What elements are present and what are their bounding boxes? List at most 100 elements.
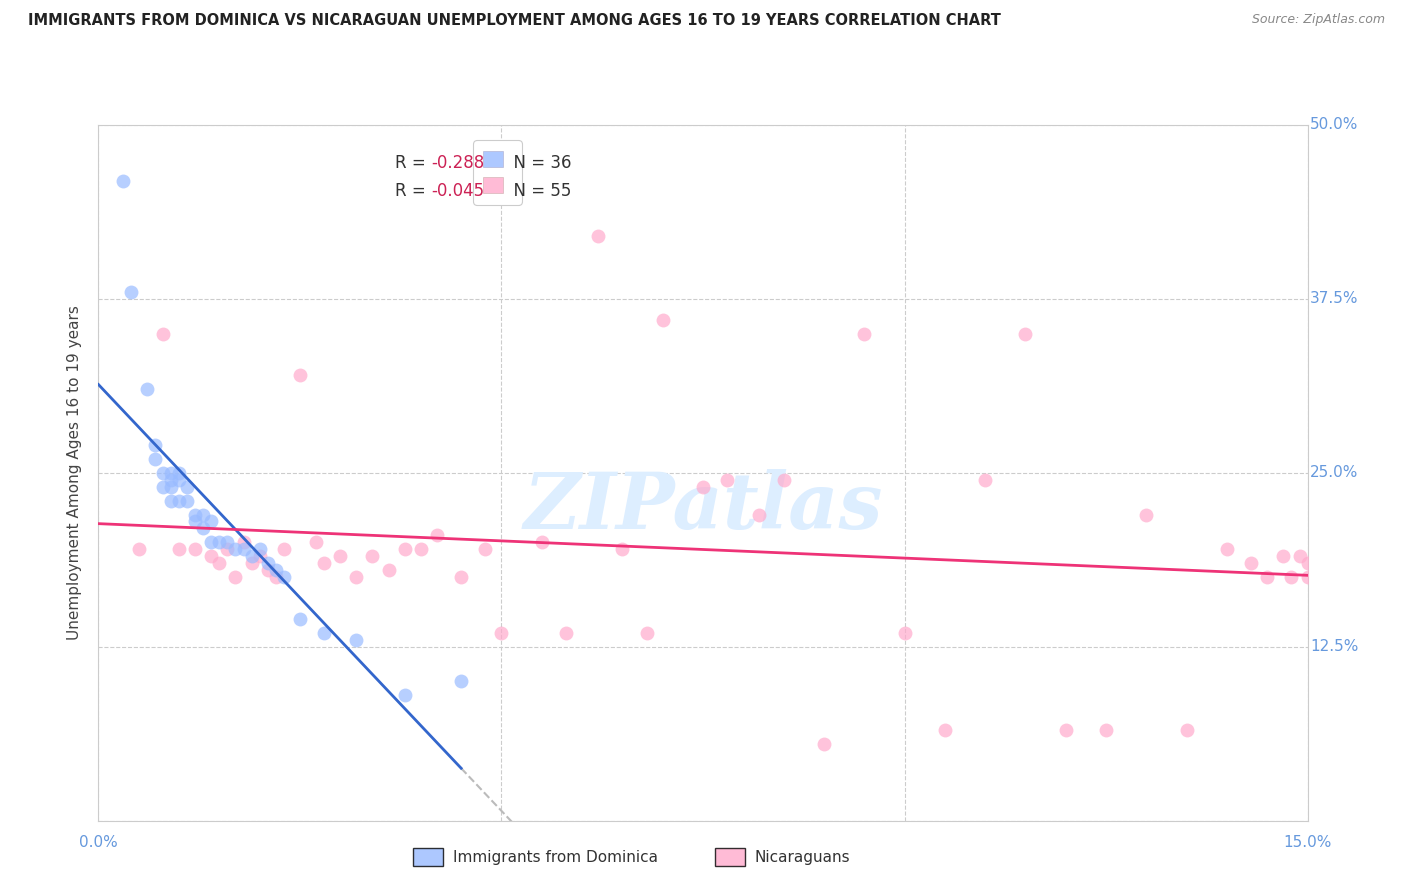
Point [167,542,190,557]
Point [450,674,472,689]
Point [128,542,150,557]
Point [160,466,183,480]
Point [256,563,278,577]
Point [160,480,183,494]
Point [934,723,956,738]
Text: -0.045: -0.045 [432,182,484,200]
Text: ZIPatlas: ZIPatlas [523,469,883,546]
Point [1014,326,1036,341]
Point [249,542,271,557]
Point [314,625,336,640]
Point [612,542,634,557]
Point [111,173,134,187]
Point [314,556,336,570]
Point [143,438,166,452]
Point [200,549,222,564]
Point [167,493,190,508]
Point [135,382,157,396]
Text: 12.5%: 12.5% [1310,640,1358,654]
Point [249,549,271,564]
FancyBboxPatch shape [413,848,443,866]
Point [1281,570,1303,584]
Point [217,535,239,549]
Text: N = 55: N = 55 [503,182,572,200]
Point [264,570,287,584]
Point [273,570,295,584]
Point [394,542,416,557]
Point [256,556,278,570]
Text: Nicaraguans: Nicaraguans [755,850,851,865]
Text: 50.0%: 50.0% [1310,118,1358,132]
Point [152,466,174,480]
Point [1296,556,1319,570]
Point [152,480,174,494]
Text: 15.0%: 15.0% [1284,835,1331,849]
Text: 25.0%: 25.0% [1310,466,1358,480]
Point [1054,723,1077,738]
Point [240,549,263,564]
Point [1135,508,1157,522]
Point [176,480,198,494]
Point [974,473,997,487]
Point [636,625,658,640]
Point [193,508,215,522]
Point [586,229,609,244]
Point [288,368,311,383]
Point [217,542,239,557]
Point [160,493,183,508]
Point [530,535,553,549]
Text: N = 36: N = 36 [503,154,572,172]
Point [361,549,384,564]
FancyBboxPatch shape [716,848,745,866]
Point [232,542,254,557]
Point [1272,549,1295,564]
Point [853,326,876,341]
Point [377,563,399,577]
Point [426,528,449,542]
Point [160,473,183,487]
Point [491,625,513,640]
Point [288,612,311,626]
Point [1240,556,1263,570]
Point [208,556,231,570]
Point [240,556,263,570]
Y-axis label: Unemployment Among Ages 16 to 19 years: Unemployment Among Ages 16 to 19 years [67,305,83,640]
Point [193,521,215,535]
Point [651,312,673,326]
Text: Immigrants from Dominica: Immigrants from Dominica [453,850,658,865]
Point [224,542,246,557]
Point [1216,542,1239,557]
Text: R =: R = [395,154,430,172]
Point [1288,549,1310,564]
Point [224,570,246,584]
Point [1095,723,1118,738]
Text: Source: ZipAtlas.com: Source: ZipAtlas.com [1251,13,1385,27]
Point [152,326,174,341]
Point [184,515,207,529]
Point [474,542,496,557]
Point [344,632,367,647]
Point [232,535,254,549]
Point [184,508,207,522]
Point [692,480,714,494]
Point [200,535,222,549]
Point [555,625,578,640]
Text: 37.5%: 37.5% [1310,292,1358,306]
Point [813,737,835,751]
Point [176,493,198,508]
Point [273,542,295,557]
Point [167,473,190,487]
Point [305,535,328,549]
Point [748,508,770,522]
Text: IMMIGRANTS FROM DOMINICA VS NICARAGUAN UNEMPLOYMENT AMONG AGES 16 TO 19 YEARS CO: IMMIGRANTS FROM DOMINICA VS NICARAGUAN U… [28,13,1001,29]
Point [120,285,142,299]
Point [264,563,287,577]
Text: 0.0%: 0.0% [79,835,118,849]
Point [1256,570,1278,584]
Text: -0.288: -0.288 [432,154,484,172]
Point [772,473,794,487]
Point [1296,570,1319,584]
Point [716,473,738,487]
Point [344,570,367,584]
Point [329,549,352,564]
